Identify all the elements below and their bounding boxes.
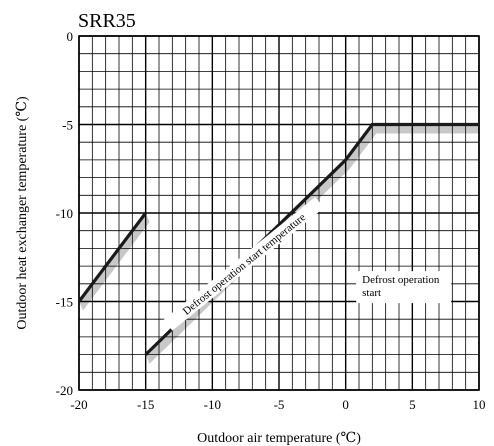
y-tick-label: 0 [67,29,74,44]
x-tick-labels: -20 -15 -10 -5 0 5 10 [70,397,485,412]
annotation-layer: Defrost operation start temperature Defro… [163,196,452,331]
y-axis-label: Outdoor heat exchanger temperature (℃) [15,96,30,330]
x-tick-label: -20 [70,397,87,412]
series-line-segment-0-1 [144,122,479,356]
annotation-defrost-operation-start-line: Defrost operation [362,274,440,286]
annotation-rotated-group: Defrost operation start temperature [163,196,324,331]
y-tick-label: -20 [56,383,73,398]
x-tick-label: 5 [409,397,416,412]
y-tick-label: -10 [56,206,73,221]
annotation-defrost-operation-start-line: start [362,287,381,299]
plot-frame [78,35,480,391]
x-tick-label: 0 [342,397,349,412]
y-tick-label: -15 [56,295,73,310]
shade-band-0-0 [79,213,150,311]
series-line-segment-0-0 [77,212,147,303]
x-tick-label: -10 [204,397,221,412]
annotation-box [356,271,452,304]
x-tick-label: 10 [473,397,486,412]
y-tick-label: -5 [62,118,73,133]
x-tick-label: -15 [137,397,154,412]
annotation-label-background [163,196,324,331]
y-tick-labels: 0 -5 -10 -15 -20 [56,29,73,398]
shade-band-0-1 [145,124,479,364]
x-axis-label: Outdoor air temperature (℃) [197,431,361,446]
grid [78,35,480,391]
chart-title: SRR35 [78,10,136,32]
x-tick-label: -5 [274,397,285,412]
